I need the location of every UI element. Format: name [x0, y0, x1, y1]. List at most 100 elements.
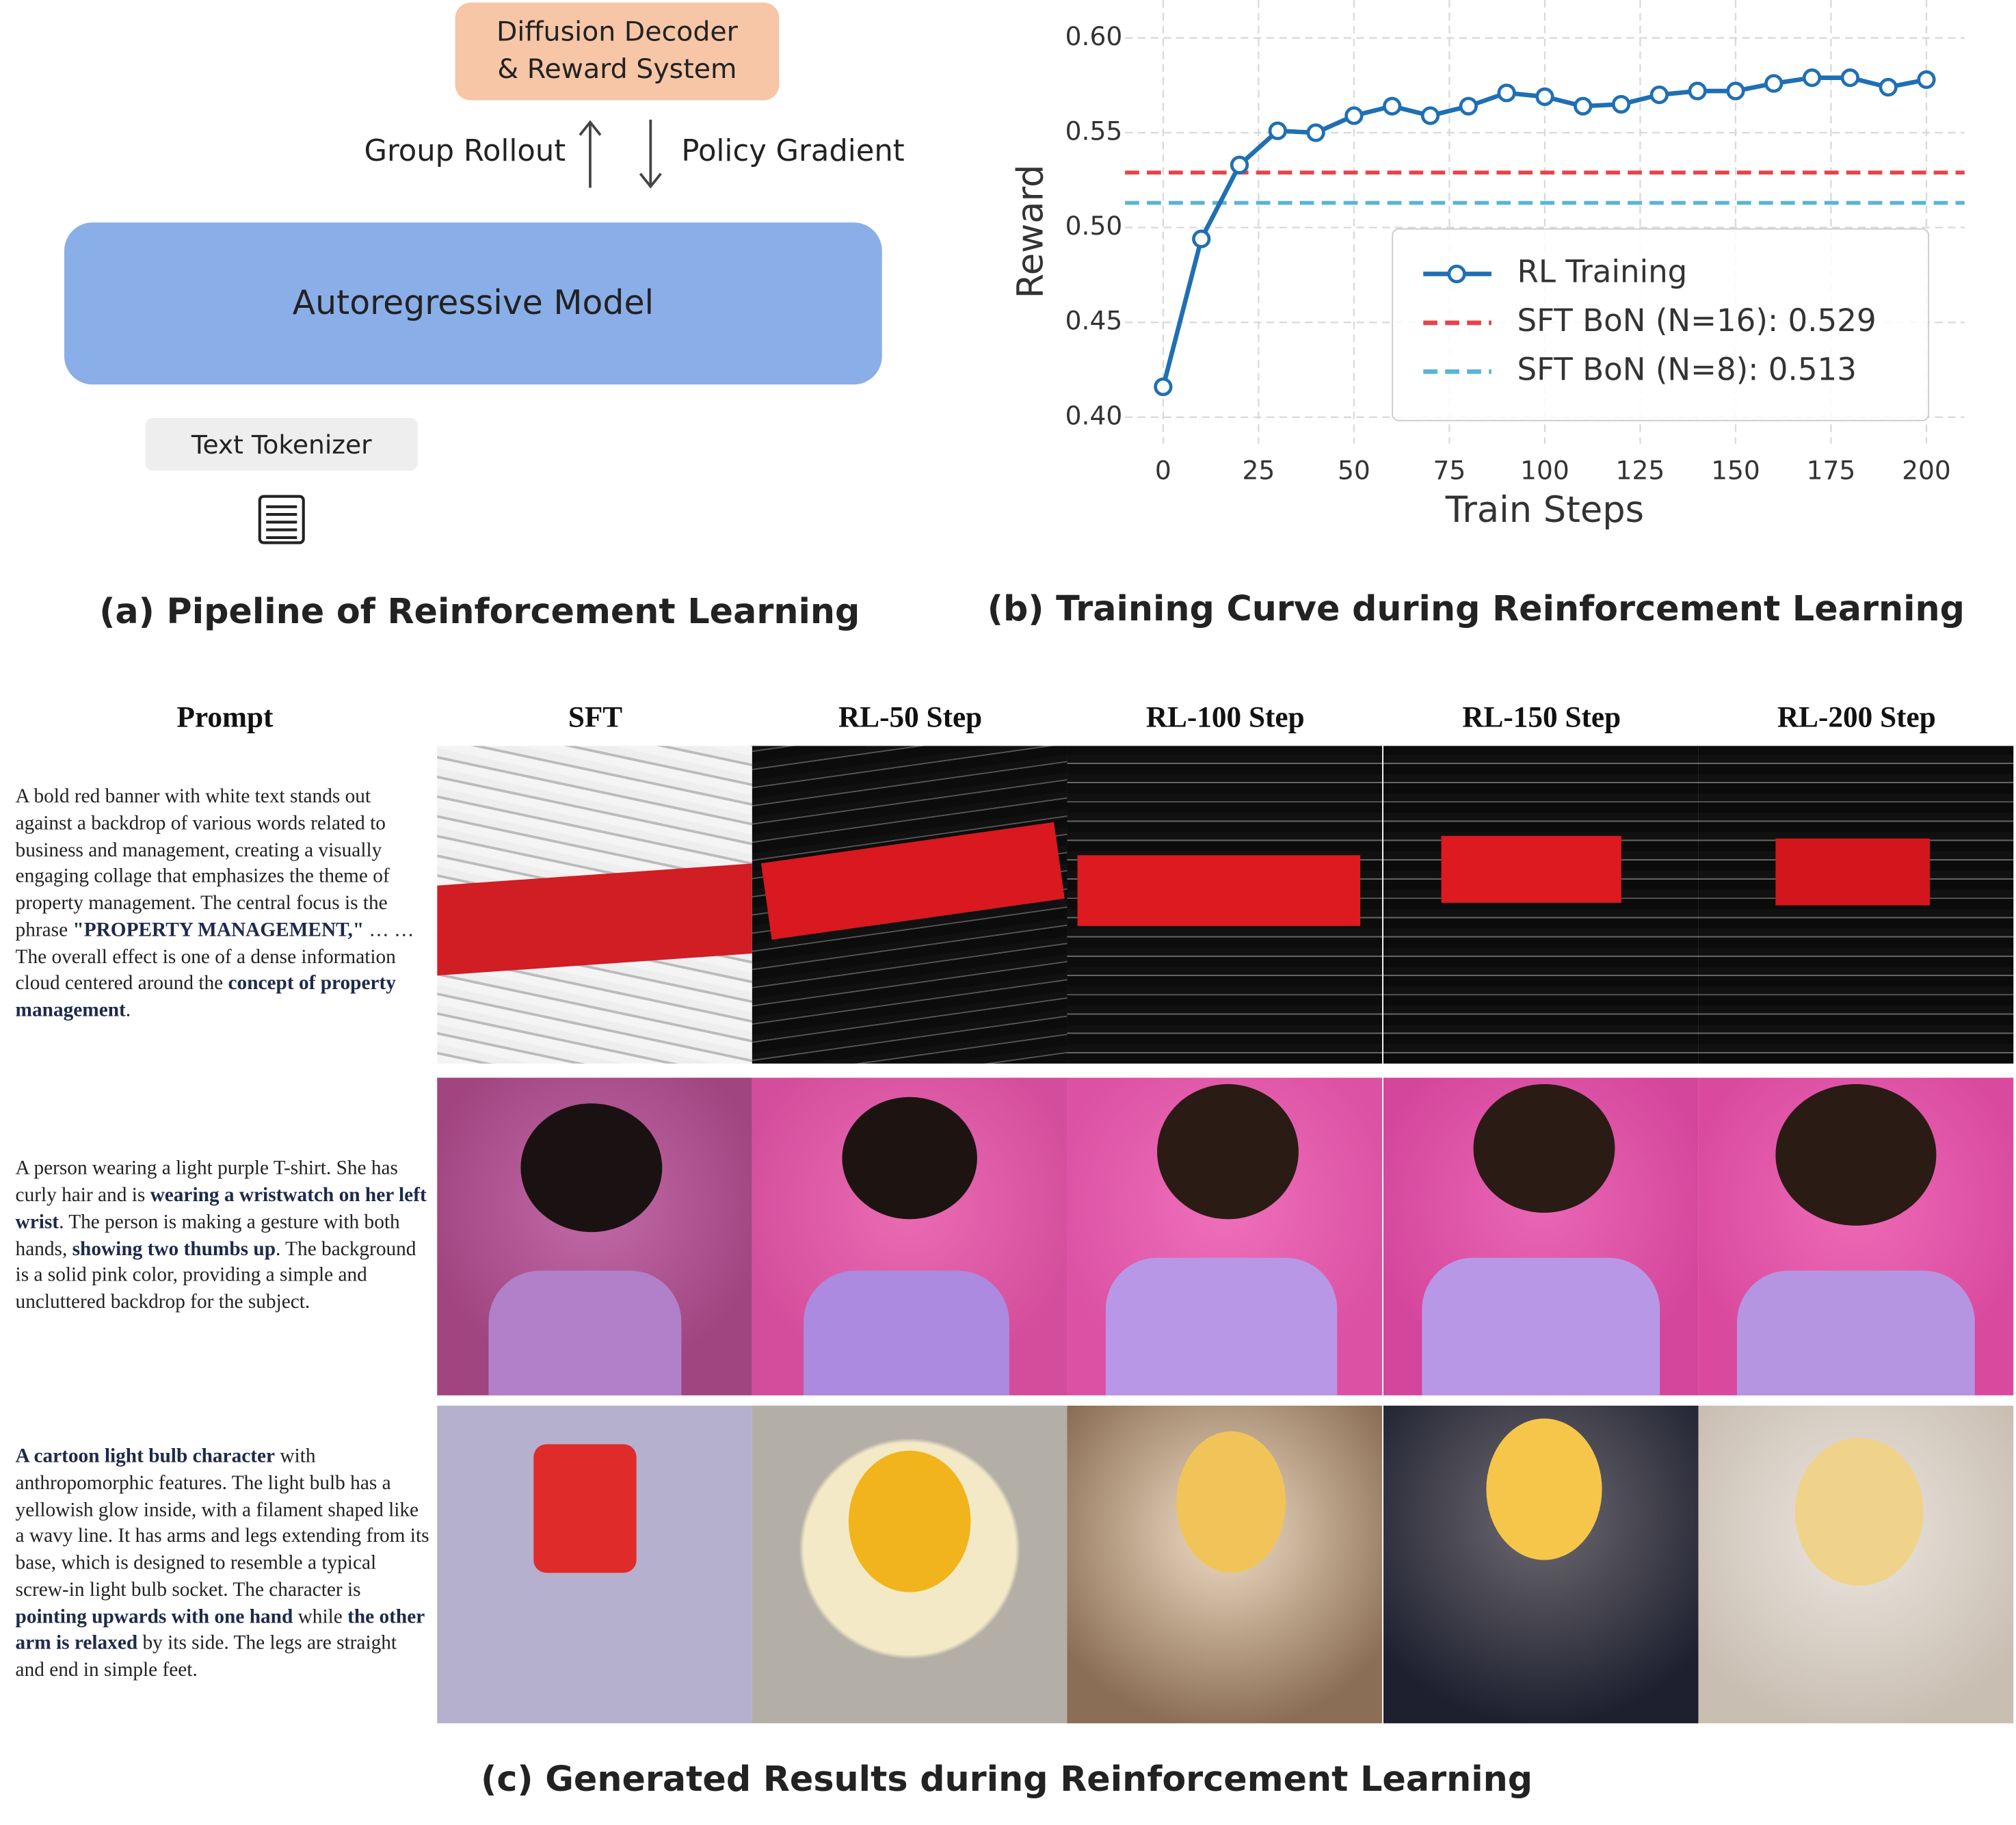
- prompt-paragraph: A bold red banner with white text stands…: [16, 785, 429, 945]
- point: [1306, 123, 1325, 142]
- prompt-segment: while: [293, 1605, 348, 1628]
- generated-image: [1698, 1077, 2014, 1395]
- legend-label: SFT BoN (N=8): 0.513: [1517, 351, 1857, 387]
- column-header: RL-150 Step: [1462, 700, 1621, 733]
- rollout-label: Group Rollout: [364, 134, 566, 168]
- generated-image: [1067, 1405, 1383, 1724]
- generated-image: [437, 1405, 752, 1724]
- prompt-text: A person wearing a light purple T-shirt.…: [16, 1078, 429, 1395]
- point: [1268, 121, 1287, 140]
- point: [1688, 81, 1707, 101]
- gradient-label: Policy Gradient: [681, 134, 904, 168]
- prompt-segment: . The background is a solid pink color, …: [15, 1237, 416, 1313]
- arrows: [579, 119, 662, 189]
- point: [1154, 377, 1173, 397]
- point: [1344, 106, 1364, 125]
- generated-image: [1383, 1077, 1699, 1395]
- decoder-label: & Reward System: [497, 53, 737, 85]
- prompt-segment: with anthropomorphic features. The light…: [15, 1445, 429, 1601]
- generated-image: [752, 1405, 1067, 1724]
- y-tick-label: 0.55: [1065, 116, 1123, 146]
- document-icon: [258, 495, 305, 544]
- point: [1574, 96, 1593, 116]
- x-tick-label: 150: [1711, 455, 1760, 485]
- legend-label: RL Training: [1517, 253, 1688, 289]
- generated-image: [437, 746, 752, 1064]
- prompt-paragraph: A person wearing a light purple T-shirt.…: [16, 1156, 429, 1317]
- point: [1840, 68, 1860, 88]
- x-tick-label: 175: [1807, 455, 1856, 485]
- point: [1420, 106, 1440, 125]
- point: [1726, 81, 1745, 101]
- legend: RL Training SFT BoN (N=16): 0.529 SFT BoN …: [1392, 228, 1930, 421]
- tokenizer-label: Text Tokenizer: [191, 430, 372, 460]
- y-tick-label: 0.45: [1065, 306, 1123, 336]
- generated-image: [1698, 746, 2014, 1064]
- x-tick-label: 25: [1242, 455, 1275, 485]
- prompt-segment: .: [125, 999, 131, 1022]
- prompt-paragraph: A cartoon light bulb character with anth…: [16, 1444, 429, 1685]
- y-tick-label: 0.40: [1065, 400, 1123, 430]
- legend-box: [1392, 228, 1930, 421]
- point: [1192, 229, 1211, 248]
- prompt-text: A cartoon light bulb character with anth…: [16, 1406, 429, 1723]
- decoder-label: Diffusion Decoder: [496, 16, 739, 47]
- prompt-highlight: showing two thumbs up: [72, 1237, 276, 1260]
- point: [1383, 96, 1402, 116]
- point: [1764, 74, 1783, 93]
- prompt-segment: A person wearing a light purple T-shirt.…: [15, 1157, 398, 1207]
- point: [1917, 70, 1936, 90]
- column-header: SFT: [568, 700, 623, 733]
- column-header: RL-100 Step: [1145, 700, 1305, 733]
- legend-label: SFT BoN (N=16): 0.529: [1517, 302, 1876, 339]
- generated-image: [437, 1077, 752, 1395]
- caption-a: (a) Pipeline of Reinforcement Learning: [99, 591, 860, 631]
- generated-image: [1698, 1405, 2014, 1724]
- prompt-segment: … …: [364, 919, 414, 942]
- prompt-highlight: concept of property management: [15, 973, 396, 1022]
- decoder-box: [455, 2, 780, 101]
- column-header: RL-50 Step: [838, 700, 983, 733]
- prompt-highlight: A cartoon light bulb character: [15, 1445, 276, 1468]
- y-axis-label: Reward: [1009, 164, 1051, 298]
- point: [1802, 68, 1822, 88]
- x-tick-label: 125: [1616, 455, 1665, 485]
- prompt-highlight: the other arm is relaxed: [15, 1605, 425, 1655]
- point: [1879, 77, 1898, 97]
- column-header: Prompt: [176, 700, 274, 733]
- point: [1535, 87, 1554, 106]
- model-label: Autoregressive Model: [293, 283, 654, 322]
- prompt-highlight: wearing a wristwatch on her left wrist: [15, 1184, 427, 1233]
- prompt-highlight: pointing upwards with one hand: [15, 1605, 293, 1628]
- tokenizer-box: [145, 418, 419, 471]
- y-tick-label: 0.50: [1065, 211, 1123, 241]
- generated-image: [1383, 1405, 1699, 1724]
- generated-image: [1067, 746, 1383, 1064]
- generated-image: [752, 1077, 1067, 1395]
- x-axis-label: Train Steps: [1445, 489, 1644, 531]
- x-tick-label: 200: [1902, 455, 1951, 485]
- point: [1497, 83, 1516, 103]
- point: [1649, 85, 1669, 105]
- x-tick-label: 100: [1520, 455, 1569, 485]
- generated-image: [1383, 746, 1699, 1064]
- x-tick-label: 0: [1155, 455, 1171, 485]
- prompt-segment: by its side. The legs are straight and e…: [15, 1632, 397, 1681]
- y-tick-label: 0.60: [1065, 21, 1123, 51]
- generated-image: [752, 746, 1067, 1064]
- column-header: RL-200 Step: [1777, 700, 1936, 733]
- prompt-segment: The overall effect is one of a dense inf…: [15, 946, 396, 995]
- prompt-paragraph: The overall effect is one of a dense inf…: [16, 945, 429, 1025]
- caption-b: (b) Training Curve during Reinforcement …: [987, 588, 1965, 629]
- legend-marker: [1447, 264, 1466, 284]
- generated-image: [1067, 1077, 1383, 1395]
- x-tick-label: 50: [1338, 455, 1370, 485]
- prompt-highlight: "PROPERTY MANAGEMENT,": [72, 919, 364, 942]
- prompt-segment: A bold red banner with white text stands…: [15, 785, 390, 942]
- x-tick-label: 75: [1433, 455, 1466, 485]
- point: [1459, 96, 1478, 116]
- prompt-text: A bold red banner with white text stands…: [16, 746, 429, 1063]
